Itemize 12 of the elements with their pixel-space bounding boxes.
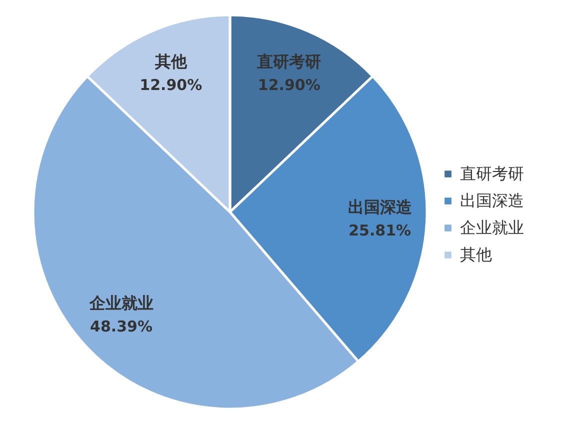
- data-label: 48.39%: [90, 317, 153, 336]
- data-label: 25.81%: [348, 222, 412, 240]
- legend-label: 其他: [460, 245, 492, 264]
- legend-label: 直研考研: [460, 164, 524, 183]
- slice-label: 其他: [154, 52, 188, 72]
- data-label: 12.90%: [140, 76, 202, 94]
- slice-label: 直研考研: [256, 52, 322, 72]
- data-label: 12.90%: [258, 76, 320, 94]
- legend-label: 出国深造: [460, 191, 524, 210]
- legend-label: 企业就业: [460, 218, 524, 237]
- slice-label: 企业就业: [88, 293, 154, 312]
- slice-label: 出国深造: [348, 198, 413, 217]
